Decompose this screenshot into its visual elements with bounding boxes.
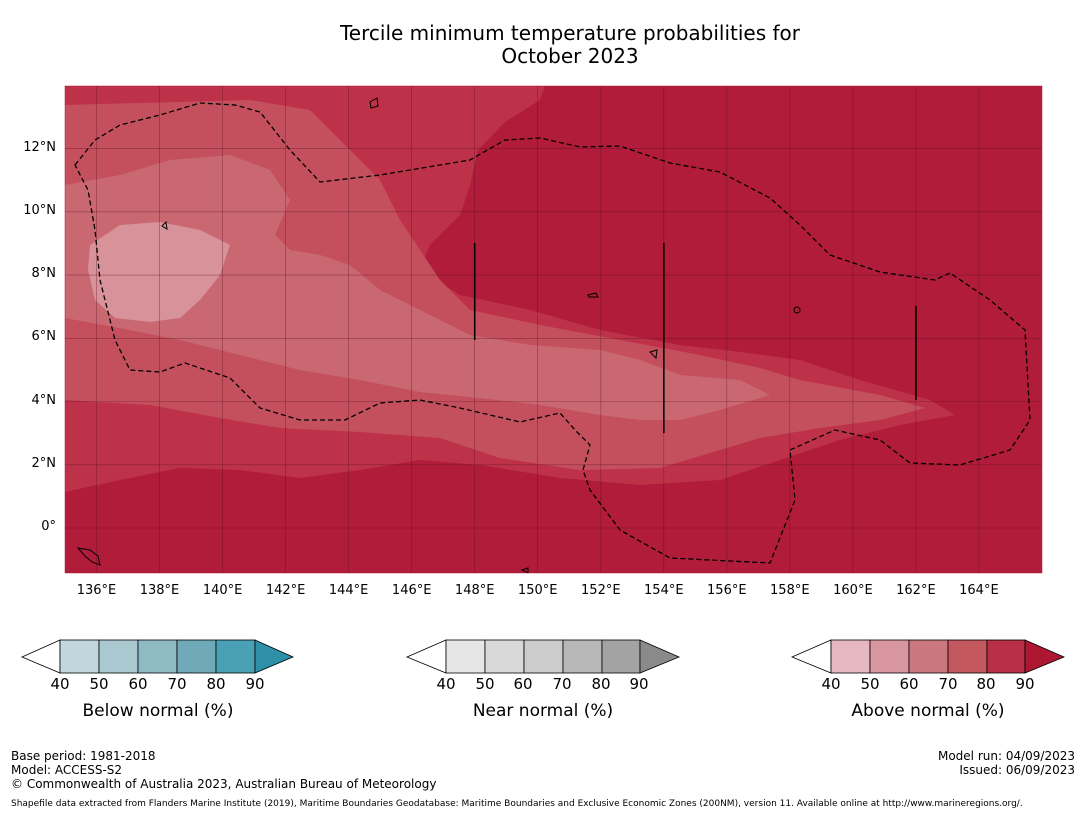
map-title-line1: Tercile minimum temperature probabilitie…: [339, 21, 801, 45]
probability-band-50: [88, 222, 230, 322]
colorbar-above-80: [986, 639, 1026, 674]
lon-label: 144°E: [328, 583, 369, 598]
colorbar-near-70: [562, 639, 603, 674]
colorbar-tick: 50: [475, 675, 495, 693]
colorbar-below-50: [98, 639, 139, 674]
colorbar-tick: 90: [629, 675, 649, 693]
colorbar-near-under: [405, 639, 447, 674]
shapefile-credit: Shapefile data extracted from Flanders M…: [11, 799, 1023, 809]
lon-label: 146°E: [391, 583, 432, 598]
colorbar-tick: 40: [436, 675, 456, 693]
colorbar-tick: 50: [89, 675, 109, 693]
colorbar-below-40: [59, 639, 100, 674]
colorbar-tick: 80: [976, 675, 996, 693]
lon-label: 150°E: [517, 583, 558, 598]
lon-label: 154°E: [644, 583, 684, 598]
lon-label: 160°E: [833, 583, 873, 598]
lon-label: 138°E: [139, 583, 180, 598]
footer-left: Base period: 1981-2018 Model: ACCESS-S2 …: [11, 749, 436, 791]
colorbar-near-80: [601, 639, 641, 674]
colorbar-near-40: [445, 639, 486, 674]
colorbar-above-70: [947, 639, 988, 674]
colorbar-near-60: [523, 639, 564, 674]
map-title-line2: October 2023: [501, 44, 639, 68]
colorbar-tick: 70: [167, 675, 187, 693]
colorbar-below-80: [215, 639, 256, 674]
base-period: Base period: 1981-2018: [11, 749, 156, 763]
eez-boundary-palau: [74, 102, 1031, 564]
coastlines: [76, 97, 801, 573]
colorbar-near-90: [639, 639, 681, 674]
lat-label: 0°: [41, 519, 56, 534]
lon-label: 148°E: [454, 583, 495, 598]
lat-label: 8°N: [31, 266, 57, 281]
colorbar-above-60: [908, 639, 949, 674]
lat-gridlines: [65, 148, 1042, 529]
colorbar-tick: 80: [206, 675, 226, 693]
lat-label: 6°N: [31, 329, 57, 344]
model-name: Model: ACCESS-S2: [11, 763, 123, 777]
colorbar-above-under: [790, 639, 832, 674]
lon-label: 142°E: [265, 583, 306, 598]
colorbar-tick: 60: [128, 675, 148, 693]
lon-label: 140°E: [202, 583, 243, 598]
colorbar-tick: 70: [552, 675, 572, 693]
lon-label: 162°E: [896, 583, 936, 598]
colorbar-above-label: Above normal (%): [851, 701, 1005, 721]
footer-right: Model run: 04/09/2023 Issued: 06/09/2023: [938, 749, 1075, 777]
colorbar-tick: 40: [50, 675, 70, 693]
colorbar-near-label: Near normal (%): [472, 701, 614, 721]
lat-label: 10°N: [23, 203, 56, 218]
colorbar-tick: 40: [821, 675, 841, 693]
colorbar-below-label: Below normal (%): [82, 701, 234, 721]
colorbar-below-normal: [20, 639, 295, 674]
lon-label: 156°E: [707, 583, 747, 598]
colorbar-above-50: [869, 639, 910, 674]
map-frame: [64, 85, 1043, 574]
colorbar-tick: 90: [1015, 675, 1035, 693]
colorbar-tick: 60: [899, 675, 919, 693]
colorbar-near-50: [484, 639, 525, 674]
copyright: © Commonwealth of Australia 2023, Austra…: [11, 777, 437, 791]
lon-label: 136°E: [76, 583, 117, 598]
model-run: Model run: 04/09/2023: [937, 749, 1075, 763]
lon-label: 158°E: [770, 583, 810, 598]
issued-date: Issued: 06/09/2023: [959, 763, 1075, 777]
lon-label: 152°E: [581, 583, 621, 598]
colorbar-tick: 80: [591, 675, 611, 693]
colorbar-above-40: [830, 639, 871, 674]
lat-label: 2°N: [31, 456, 57, 471]
lat-label: 4°N: [31, 393, 57, 408]
colorbar-tick: 90: [245, 675, 265, 693]
lon-label: 164°E: [959, 583, 999, 598]
colorbar-near-normal: [405, 639, 681, 674]
colorbar-tick: 60: [513, 675, 533, 693]
region-divider-lines: [473, 243, 917, 433]
colorbar-below-90: [254, 639, 295, 674]
map-title: Tercile minimum temperature probabilitie…: [0, 22, 1085, 68]
colorbar-above-90: [1024, 639, 1066, 674]
colorbar-below-70: [176, 639, 217, 674]
lat-label: 12°N: [23, 140, 56, 155]
colorbar-below-under: [20, 639, 61, 674]
colorbar-above-normal: [790, 639, 1066, 674]
colorbar-tick: 70: [938, 675, 958, 693]
colorbar-tick: 50: [860, 675, 880, 693]
colorbar-below-60: [137, 639, 178, 674]
probability-band-60: [65, 155, 770, 420]
